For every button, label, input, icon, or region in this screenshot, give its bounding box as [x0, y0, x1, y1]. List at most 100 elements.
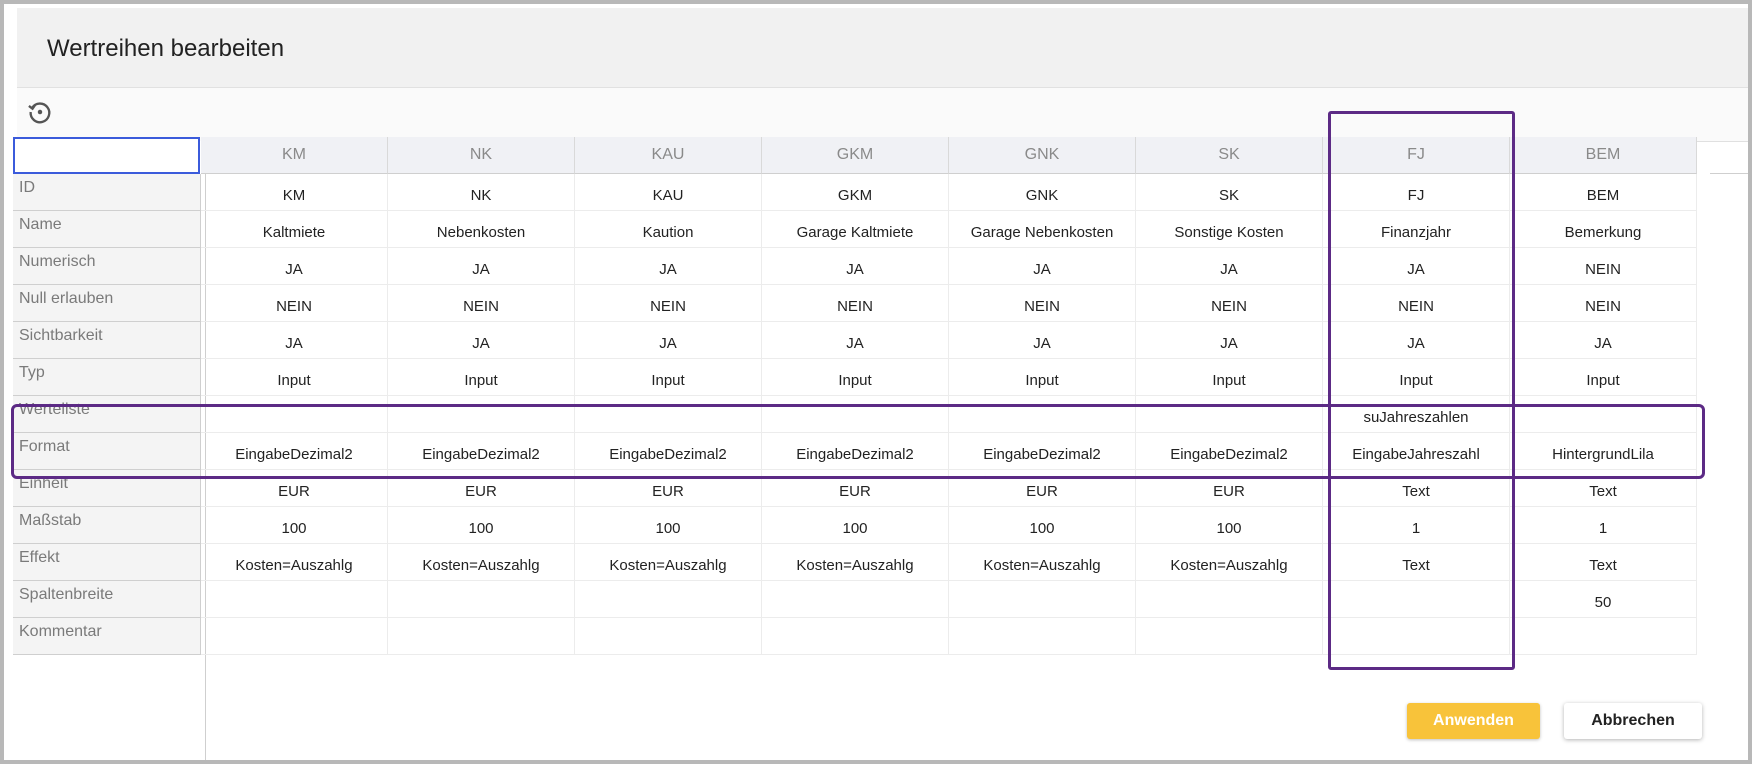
grid-cell[interactable]: Input: [1136, 359, 1323, 396]
grid-cell[interactable]: JA: [1510, 322, 1697, 359]
grid-cell[interactable]: JA: [388, 322, 575, 359]
grid-cell[interactable]: JA: [1136, 248, 1323, 285]
grid-cell[interactable]: Kosten=Auszahlg: [201, 544, 388, 581]
grid-cell[interactable]: [201, 581, 388, 618]
column-header-km[interactable]: KM: [201, 137, 388, 174]
grid-cell[interactable]: [575, 396, 762, 433]
grid-cell[interactable]: Input: [201, 359, 388, 396]
grid-cell[interactable]: EUR: [388, 470, 575, 507]
grid-cell[interactable]: Input: [762, 359, 949, 396]
grid-cell[interactable]: [949, 618, 1136, 655]
grid-cell[interactable]: GNK: [949, 174, 1136, 211]
grid-cell[interactable]: JA: [762, 322, 949, 359]
grid-cell[interactable]: 50: [1510, 581, 1697, 618]
grid-cell[interactable]: Nebenkosten: [388, 211, 575, 248]
grid-cell[interactable]: SK: [1136, 174, 1323, 211]
grid-cell[interactable]: NEIN: [1510, 248, 1697, 285]
grid-cell[interactable]: 100: [201, 507, 388, 544]
grid-cell[interactable]: 100: [762, 507, 949, 544]
grid-cell[interactable]: Kosten=Auszahlg: [388, 544, 575, 581]
grid-cell[interactable]: [1510, 618, 1697, 655]
grid-cell[interactable]: NEIN: [388, 285, 575, 322]
grid-cell[interactable]: JA: [575, 322, 762, 359]
column-header-sk[interactable]: SK: [1136, 137, 1323, 174]
column-header-gkm[interactable]: GKM: [762, 137, 949, 174]
grid-cell[interactable]: KM: [201, 174, 388, 211]
grid-cell[interactable]: JA: [949, 322, 1136, 359]
grid-corner-cell[interactable]: [13, 137, 200, 174]
grid-cell[interactable]: Kosten=Auszahlg: [575, 544, 762, 581]
grid-cell[interactable]: Input: [1323, 359, 1510, 396]
grid-cell[interactable]: 100: [388, 507, 575, 544]
grid-cell[interactable]: EingabeDezimal2: [1136, 433, 1323, 470]
grid-cell[interactable]: NEIN: [1510, 285, 1697, 322]
grid-cell[interactable]: [1136, 618, 1323, 655]
grid-cell[interactable]: EingabeDezimal2: [388, 433, 575, 470]
grid-cell[interactable]: EUR: [1136, 470, 1323, 507]
grid-cell[interactable]: [762, 581, 949, 618]
grid-cell[interactable]: Input: [1510, 359, 1697, 396]
grid-cell[interactable]: EUR: [762, 470, 949, 507]
column-header-kau[interactable]: KAU: [575, 137, 762, 174]
grid-cell[interactable]: BEM: [1510, 174, 1697, 211]
grid-cell[interactable]: Input: [949, 359, 1136, 396]
grid-cell[interactable]: NEIN: [762, 285, 949, 322]
grid-cell[interactable]: [575, 581, 762, 618]
grid-cell[interactable]: [201, 618, 388, 655]
grid-cell[interactable]: EingabeDezimal2: [575, 433, 762, 470]
column-header-bem[interactable]: BEM: [1510, 137, 1697, 174]
grid-cell[interactable]: FJ: [1323, 174, 1510, 211]
grid-cell[interactable]: JA: [201, 322, 388, 359]
grid-cell[interactable]: [201, 396, 388, 433]
grid-cell[interactable]: Input: [575, 359, 762, 396]
grid-cell[interactable]: [388, 618, 575, 655]
reset-button[interactable]: [25, 99, 55, 129]
grid-cell[interactable]: JA: [1323, 322, 1510, 359]
grid-cell[interactable]: EUR: [201, 470, 388, 507]
grid-cell[interactable]: JA: [201, 248, 388, 285]
grid-cell[interactable]: Input: [388, 359, 575, 396]
grid-cell[interactable]: [762, 396, 949, 433]
grid-cell[interactable]: [949, 396, 1136, 433]
grid-cell[interactable]: Garage Kaltmiete: [762, 211, 949, 248]
grid-cell[interactable]: [388, 581, 575, 618]
grid-cell[interactable]: JA: [1136, 322, 1323, 359]
grid-cell[interactable]: EingabeDezimal2: [949, 433, 1136, 470]
grid-cell[interactable]: Text: [1323, 544, 1510, 581]
grid-cell[interactable]: Kosten=Auszahlg: [1136, 544, 1323, 581]
grid-cell[interactable]: HintergrundLila: [1510, 433, 1697, 470]
grid-cell[interactable]: JA: [762, 248, 949, 285]
grid-cell[interactable]: 1: [1510, 507, 1697, 544]
grid-cell[interactable]: EUR: [949, 470, 1136, 507]
grid-cell[interactable]: [1136, 396, 1323, 433]
grid-cell[interactable]: suJahreszahlen: [1323, 396, 1510, 433]
grid-cell[interactable]: NEIN: [1136, 285, 1323, 322]
grid-cell[interactable]: 100: [575, 507, 762, 544]
column-header-nk[interactable]: NK: [388, 137, 575, 174]
grid-cell[interactable]: [762, 618, 949, 655]
grid-cell[interactable]: Text: [1510, 470, 1697, 507]
grid-cell[interactable]: [1323, 618, 1510, 655]
grid-cell[interactable]: [388, 396, 575, 433]
grid-cell[interactable]: NK: [388, 174, 575, 211]
grid-cell[interactable]: Finanzjahr: [1323, 211, 1510, 248]
grid-cell[interactable]: GKM: [762, 174, 949, 211]
grid-cell[interactable]: 100: [949, 507, 1136, 544]
grid-cell[interactable]: JA: [388, 248, 575, 285]
grid-cell[interactable]: JA: [575, 248, 762, 285]
grid-cell[interactable]: Kosten=Auszahlg: [949, 544, 1136, 581]
grid-cell[interactable]: Kaution: [575, 211, 762, 248]
grid-cell[interactable]: [949, 581, 1136, 618]
grid-cell[interactable]: Kosten=Auszahlg: [762, 544, 949, 581]
grid-cell[interactable]: NEIN: [201, 285, 388, 322]
grid-cell[interactable]: Kaltmiete: [201, 211, 388, 248]
column-header-fj[interactable]: FJ: [1323, 137, 1510, 174]
grid-cell[interactable]: 1: [1323, 507, 1510, 544]
grid-cell[interactable]: Garage Nebenkosten: [949, 211, 1136, 248]
grid-cell[interactable]: Bemerkung: [1510, 211, 1697, 248]
grid-cell[interactable]: Text: [1510, 544, 1697, 581]
cancel-button[interactable]: Abbrechen: [1564, 703, 1702, 739]
grid-cell[interactable]: [1510, 396, 1697, 433]
grid-cell[interactable]: KAU: [575, 174, 762, 211]
grid-cell[interactable]: EUR: [575, 470, 762, 507]
